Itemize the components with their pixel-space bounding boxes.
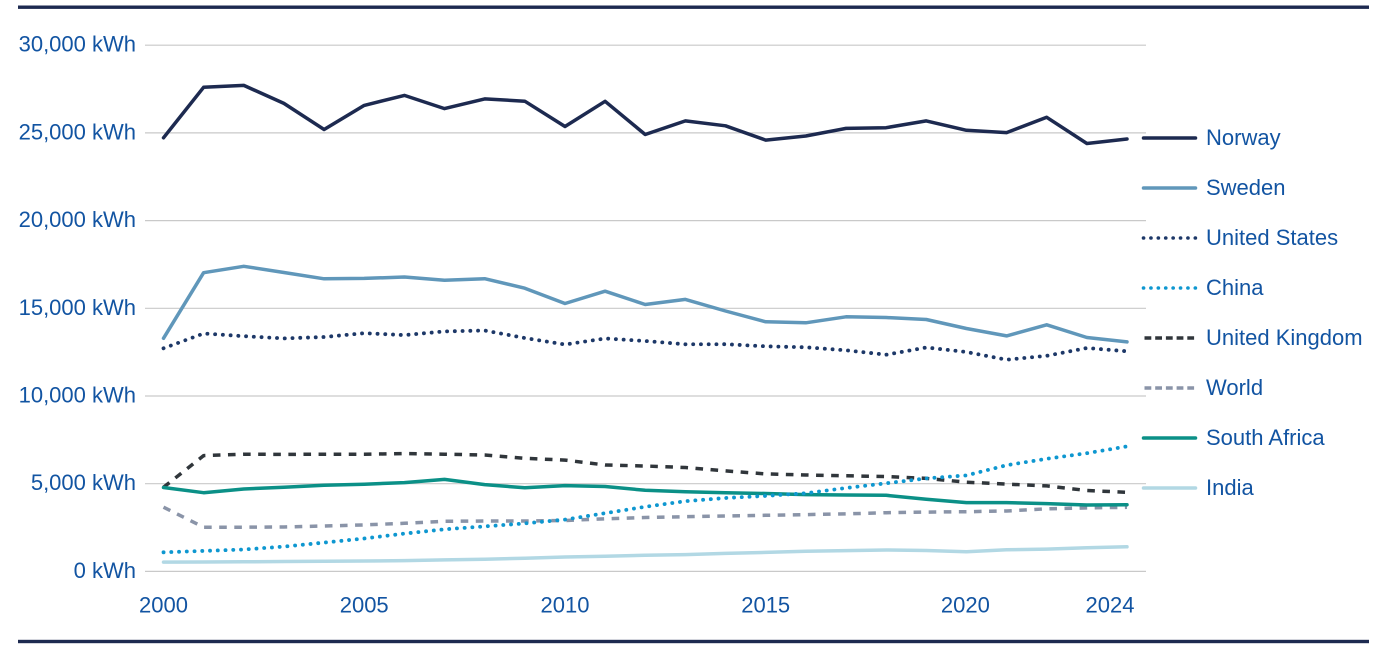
svg-text:United States: United States (1206, 225, 1338, 250)
svg-text:United Kingdom: United Kingdom (1206, 325, 1363, 350)
svg-text:Sweden: Sweden (1206, 175, 1286, 200)
svg-text:South Africa: South Africa (1206, 425, 1325, 450)
svg-text:Norway: Norway (1206, 125, 1281, 150)
svg-text:30,000 kWh: 30,000 kWh (19, 32, 136, 57)
svg-text:25,000 kWh: 25,000 kWh (19, 119, 136, 144)
svg-text:World: World (1206, 375, 1263, 400)
svg-text:2000: 2000 (139, 592, 188, 617)
svg-text:10,000 kWh: 10,000 kWh (19, 383, 136, 408)
svg-text:2020: 2020 (941, 592, 990, 617)
svg-text:India: India (1206, 475, 1254, 500)
svg-text:15,000 kWh: 15,000 kWh (19, 295, 136, 320)
svg-text:5,000 kWh: 5,000 kWh (31, 470, 136, 495)
svg-text:2024: 2024 (1086, 592, 1135, 617)
svg-text:0 kWh: 0 kWh (74, 558, 136, 583)
svg-text:2010: 2010 (541, 592, 590, 617)
svg-text:China: China (1206, 275, 1264, 300)
svg-text:2015: 2015 (741, 592, 790, 617)
svg-text:2005: 2005 (340, 592, 389, 617)
svg-text:20,000 kWh: 20,000 kWh (19, 207, 136, 232)
